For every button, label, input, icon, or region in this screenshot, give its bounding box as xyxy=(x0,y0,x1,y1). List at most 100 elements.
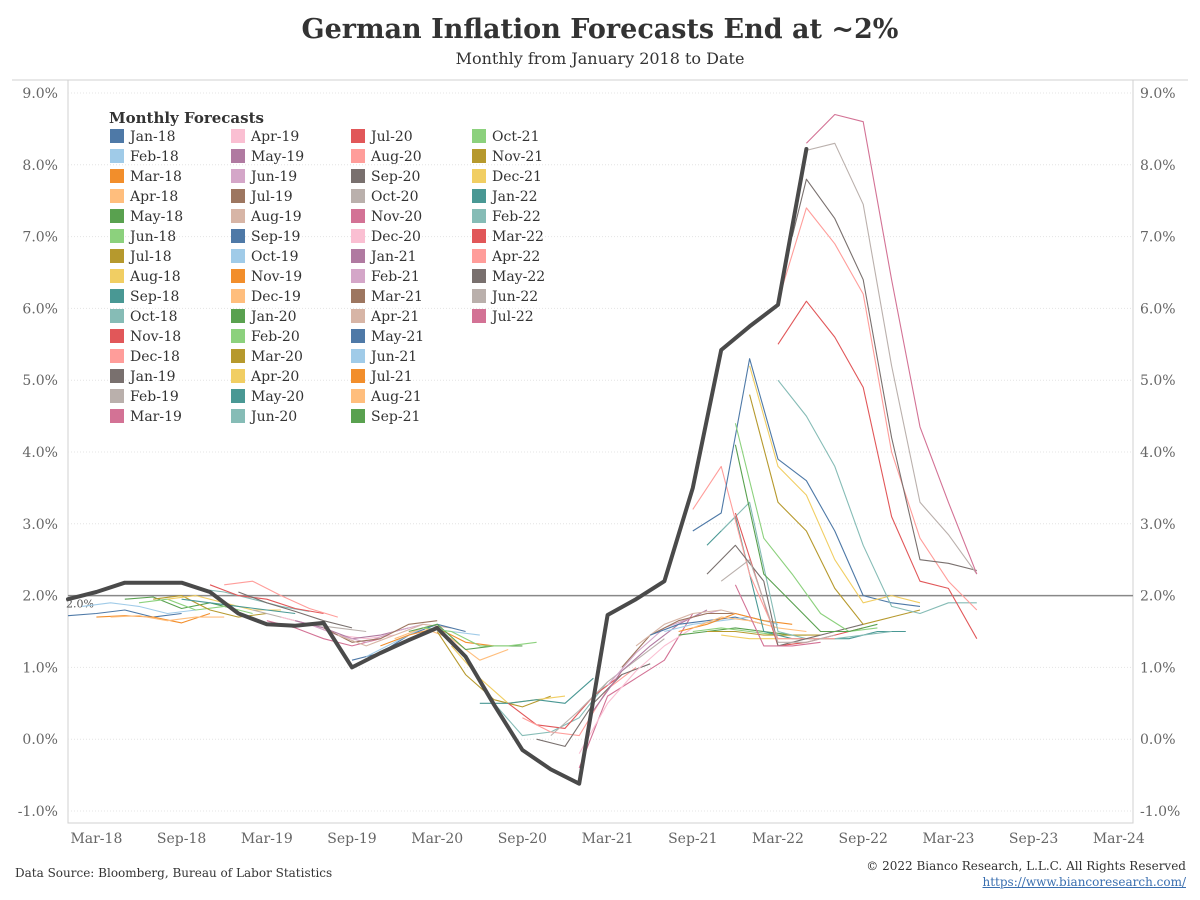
legend-swatch xyxy=(110,329,124,343)
legend-label: Apr-19 xyxy=(250,129,299,145)
legend-label: May-19 xyxy=(251,149,304,165)
forecast-line xyxy=(592,609,708,711)
forecast-line xyxy=(238,591,353,629)
legend-swatch xyxy=(231,129,245,143)
legend-swatch xyxy=(231,369,245,383)
legend-label: Nov-19 xyxy=(251,269,302,285)
legend-label: May-22 xyxy=(492,269,545,285)
forecast-line xyxy=(479,677,594,704)
legend-label: Oct-20 xyxy=(371,189,419,205)
legend-swatch xyxy=(472,189,486,203)
forecast-line xyxy=(394,627,509,661)
legend-swatch xyxy=(231,309,245,323)
x-tick-label: Sep-20 xyxy=(498,831,547,847)
legend-swatch xyxy=(351,389,365,403)
legend-label: Feb-22 xyxy=(492,209,541,225)
legend-label: Apr-22 xyxy=(491,249,540,265)
forecast-line xyxy=(635,609,750,647)
y-tick-label-right: 0.0% xyxy=(1140,732,1176,748)
legend-swatch xyxy=(351,369,365,383)
forecast-line xyxy=(110,615,225,622)
legend-swatch xyxy=(231,249,245,263)
legend-label: Dec-19 xyxy=(251,289,301,305)
legend-label: Apr-21 xyxy=(370,309,419,325)
x-tick-label: Mar-22 xyxy=(752,831,804,847)
y-tick-label-right: 2.0% xyxy=(1140,589,1176,605)
y-tick-label-right: -1.0% xyxy=(1140,804,1180,820)
legend-swatch xyxy=(110,409,124,423)
y-tick-label-right: 5.0% xyxy=(1140,373,1176,389)
forecast-line xyxy=(806,113,978,575)
legend-label: Apr-18 xyxy=(129,189,178,205)
legend-label: Mar-21 xyxy=(371,289,423,305)
legend-label: Aug-20 xyxy=(370,149,422,165)
legend-swatch xyxy=(110,169,124,183)
legend-label: Jun-19 xyxy=(249,169,297,185)
x-tick-label: Sep-22 xyxy=(839,831,888,847)
legend-label: Jul-20 xyxy=(369,129,413,145)
y-tick-label-right: 6.0% xyxy=(1140,301,1176,317)
legend-label: Dec-20 xyxy=(371,229,421,245)
legend-swatch xyxy=(351,249,365,263)
legend-swatch xyxy=(110,349,124,363)
legend-label: Jan-19 xyxy=(128,369,176,385)
legend-swatch xyxy=(351,289,365,303)
y-tick-label-left: 8.0% xyxy=(22,158,58,174)
legend-swatch xyxy=(231,149,245,163)
legend-swatch xyxy=(351,129,365,143)
legend-swatch xyxy=(472,169,486,183)
legend-swatch xyxy=(231,169,245,183)
x-tick-label: Sep-18 xyxy=(157,831,206,847)
forecast-line xyxy=(734,584,821,647)
legend-swatch xyxy=(110,389,124,403)
website-link[interactable]: https://www.biancoresearch.com/ xyxy=(982,875,1186,889)
legend-swatch xyxy=(351,349,365,363)
forecast-line xyxy=(209,584,324,615)
legend-label: Feb-18 xyxy=(130,149,179,165)
x-tick-label: Mar-18 xyxy=(70,831,122,847)
forecast-line xyxy=(692,465,835,640)
forecast-line xyxy=(734,444,878,633)
data-source-note: Data Source: Bloomberg, Bureau of Labor … xyxy=(15,866,333,880)
legend-swatch xyxy=(472,129,486,143)
legend-label: Jan-22 xyxy=(490,189,538,205)
legend-label: Dec-18 xyxy=(130,349,180,365)
legend-label: Sep-20 xyxy=(371,169,420,185)
y-tick-label-left: 6.0% xyxy=(22,301,58,317)
legend-label: Jan-20 xyxy=(249,309,297,325)
forecast-line xyxy=(67,609,182,618)
legend-label: Nov-18 xyxy=(130,329,181,345)
forecast-line xyxy=(436,631,551,708)
legend-swatch xyxy=(351,329,365,343)
forecast-line xyxy=(720,501,892,640)
legend-label: Mar-22 xyxy=(492,229,544,245)
y-tick-label-left: 3.0% xyxy=(22,517,58,533)
forecast-line xyxy=(706,516,906,640)
legend-swatch xyxy=(110,309,124,323)
y-tick-label-right: 1.0% xyxy=(1140,660,1176,676)
legend-swatch xyxy=(231,209,245,223)
forecast-line xyxy=(522,666,637,737)
legend-label: Nov-20 xyxy=(371,209,422,225)
legend-title: Monthly Forecasts xyxy=(109,109,264,127)
legend-swatch xyxy=(110,149,124,163)
forecast-line xyxy=(621,612,736,668)
forecast-line xyxy=(550,638,665,737)
legend-swatch xyxy=(472,289,486,303)
legend-label: Aug-21 xyxy=(370,389,422,405)
legend-swatch xyxy=(472,229,486,243)
legend-swatch xyxy=(231,289,245,303)
legend-swatch xyxy=(351,309,365,323)
y-tick-label-left: 9.0% xyxy=(22,86,58,102)
legend-swatch xyxy=(351,269,365,283)
forecast-line xyxy=(749,394,921,625)
y-tick-label-right: 7.0% xyxy=(1140,230,1176,246)
legend-swatch xyxy=(231,389,245,403)
legend-swatch xyxy=(351,169,365,183)
legend-swatch xyxy=(110,229,124,243)
forecast-line xyxy=(777,300,978,639)
legend-label: May-18 xyxy=(130,209,183,225)
forecast-line xyxy=(791,178,977,572)
y-tick-label-left: 5.0% xyxy=(22,373,58,389)
